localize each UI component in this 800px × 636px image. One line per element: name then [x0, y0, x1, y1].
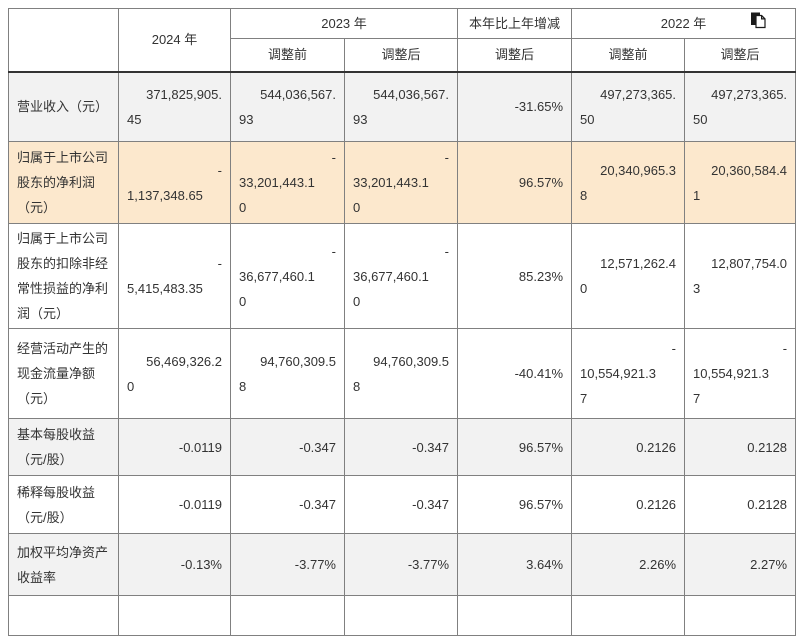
- subheader-2023-after: 调整后: [343, 38, 459, 73]
- table-row: 加权平均净资产收益率 -0.13% -3.77% -3.77% 3.64% 2.…: [8, 533, 797, 596]
- empty-cell: [230, 595, 345, 636]
- cell-2022-after: 2.27%: [684, 533, 797, 596]
- table-row: 经营活动产生的现金流量净额（元） 56,469,326.2 0 94,760,30…: [8, 328, 797, 419]
- subheader-2023-before: 调整前: [230, 38, 345, 73]
- cell-2023-after: -36,677,460.1 0: [343, 223, 459, 329]
- header-row-years: 2024 年 2023 年 本年比上年增减 2022 年: [8, 8, 797, 73]
- cell-2022-after: 497,273,365. 50: [684, 71, 797, 142]
- cell-2024: -1,137,348.65: [118, 141, 231, 224]
- col-header-2022-label: 2022 年: [660, 16, 707, 31]
- empty-cell: [343, 595, 459, 636]
- cell-2023-before: 94,760,309.5 8: [230, 328, 345, 419]
- col-header-2024: 2024 年: [118, 8, 231, 73]
- row-label: 营业收入（元）: [8, 71, 119, 142]
- cell-2024: -0.0119: [118, 475, 231, 534]
- financial-summary-table: 2024 年 2023 年 本年比上年增减 2022 年 调整前: [8, 8, 797, 636]
- cell-change: 3.64%: [457, 533, 573, 596]
- cell-change: -40.41%: [457, 328, 573, 419]
- row-label: 加权平均净资产收益率: [8, 533, 119, 596]
- corner-cell: [8, 8, 119, 73]
- cell-2023-after: 94,760,309.5 8: [343, 328, 459, 419]
- cell-2022-after: 20,360,584.4 1: [684, 141, 797, 224]
- cell-2023-before: -3.77%: [230, 533, 345, 596]
- partial-row: [8, 595, 797, 636]
- cell-2022-before: 0.2126: [571, 418, 686, 476]
- empty-cell: [118, 595, 231, 636]
- row-label: 基本每股收益（元/股）: [8, 418, 119, 476]
- cell-2023-after: -0.347: [343, 418, 459, 476]
- cell-change: 85.23%: [457, 223, 573, 329]
- cell-2022-after: 0.2128: [684, 418, 797, 476]
- empty-cell: [8, 595, 119, 636]
- row-label: 稀释每股收益（元/股）: [8, 475, 119, 534]
- cell-change: 96.57%: [457, 418, 573, 476]
- cell-2022-before: 20,340,965.3 8: [571, 141, 686, 224]
- copy-icon[interactable]: [749, 11, 767, 29]
- row-label: 归属于上市公司股东的扣除非经常性损益的净利润（元）: [8, 223, 119, 329]
- cell-2022-after: 0.2128: [684, 475, 797, 534]
- table-row: 稀释每股收益（元/股） -0.0119 -0.347 -0.347 96.57%…: [8, 475, 797, 534]
- cell-2022-before: 497,273,365. 50: [571, 71, 686, 142]
- row-label: 归属于上市公司股东的净利润（元）: [8, 141, 119, 224]
- cell-2024: -5,415,483.35: [118, 223, 231, 329]
- col-header-2023: 2023 年: [229, 8, 459, 39]
- cell-2022-before: -10,554,921.3 7: [571, 328, 686, 419]
- cell-2022-after: 12,807,754.0 3: [684, 223, 797, 329]
- cell-2024: 371,825,905. 45: [118, 71, 231, 142]
- row-label: 经营活动产生的现金流量净额（元）: [8, 328, 119, 419]
- cell-2022-before: 2.26%: [571, 533, 686, 596]
- cell-2023-after: -33,201,443.1 0: [343, 141, 459, 224]
- empty-cell: [684, 595, 797, 636]
- table-row: 营业收入（元） 371,825,905. 45 544,036,567. 93 54…: [8, 71, 797, 142]
- subheader-2022-before: 调整前: [571, 38, 686, 73]
- empty-cell: [457, 595, 573, 636]
- cell-2023-after: -3.77%: [343, 533, 459, 596]
- cell-2023-after: -0.347: [343, 475, 459, 534]
- cell-2023-before: 544,036,567. 93: [230, 71, 345, 142]
- col-header-change: 本年比上年增减: [457, 8, 573, 39]
- cell-2023-before: -33,201,443.1 0: [230, 141, 345, 224]
- cell-change: -31.65%: [457, 71, 573, 142]
- subheader-2022-after: 调整后: [684, 38, 797, 73]
- empty-cell: [571, 595, 686, 636]
- cell-2023-before: -36,677,460.1 0: [230, 223, 345, 329]
- cell-2022-before: 12,571,262.4 0: [571, 223, 686, 329]
- cell-2022-before: 0.2126: [571, 475, 686, 534]
- cell-2024: -0.13%: [118, 533, 231, 596]
- cell-2023-after: 544,036,567. 93: [343, 71, 459, 142]
- table-row: 基本每股收益（元/股） -0.0119 -0.347 -0.347 96.57%…: [8, 418, 797, 476]
- table-header: 2024 年 2023 年 本年比上年增减 2022 年 调整前: [8, 8, 797, 73]
- table-row: 归属于上市公司股东的扣除非经常性损益的净利润（元） -5,415,483.35 …: [8, 223, 797, 329]
- table-row: 归属于上市公司股东的净利润（元） -1,137,348.65 -33,201,4…: [8, 141, 797, 224]
- cell-2024: 56,469,326.2 0: [118, 328, 231, 419]
- table-body: 营业收入（元） 371,825,905. 45 544,036,567. 93 54…: [8, 71, 797, 636]
- cell-2023-before: -0.347: [230, 475, 345, 534]
- cell-2023-before: -0.347: [230, 418, 345, 476]
- col-header-2022: 2022 年: [571, 8, 797, 39]
- header-row-adjust: 调整前 调整后 调整后 调整前 调整后: [9, 38, 797, 73]
- subheader-change-after: 调整后: [457, 38, 573, 73]
- cell-change: 96.57%: [457, 141, 573, 224]
- cell-2024: -0.0119: [118, 418, 231, 476]
- cell-2022-after: -10,554,921.3 7: [684, 328, 797, 419]
- cell-change: 96.57%: [457, 475, 573, 534]
